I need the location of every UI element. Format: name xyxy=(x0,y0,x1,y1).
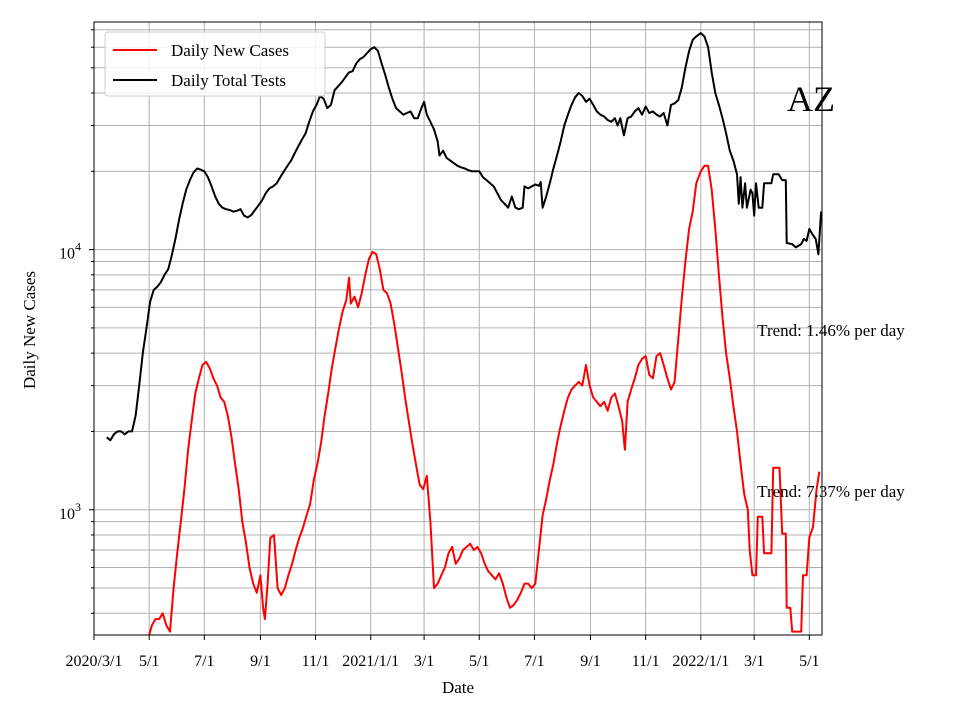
y-axis-label: Daily New Cases xyxy=(20,271,39,389)
x-tick-label: 5/1 xyxy=(139,653,159,670)
x-tick-label: 2022/1/1 xyxy=(672,653,729,670)
x-tick-label: 3/1 xyxy=(414,653,434,670)
x-tick-label: 2020/3/1 xyxy=(66,653,123,670)
legend-box xyxy=(104,31,326,97)
x-tick-label: 2021/1/1 xyxy=(342,653,399,670)
legend-label-daily-total-tests: Daily Total Tests xyxy=(171,71,286,90)
x-tick-label: 11/1 xyxy=(302,653,330,670)
annotations: Trend: 1.46% per day Trend: 7.37% per day xyxy=(757,321,905,501)
axes: 2020/3/1 5/1 7/1 9/1 11/1 2021/1/1 3/1 5/1 7/1 9/… xyxy=(59,29,820,670)
x-tick-label: 5/1 xyxy=(469,653,489,670)
grid xyxy=(93,22,822,635)
x-tick-label: 5/1 xyxy=(799,653,819,670)
series-line-daily-total-tests xyxy=(106,32,823,442)
x-tick-label: 9/1 xyxy=(580,653,600,670)
x-tick-label: 9/1 xyxy=(250,653,270,670)
trend-annotation: Trend: 7.37% per day xyxy=(757,482,905,501)
x-axis-label: Date xyxy=(442,678,474,697)
x-tick-label: 7/1 xyxy=(524,653,544,670)
series-line-daily-new-cases xyxy=(148,164,821,636)
plot-frame xyxy=(93,21,823,636)
legend: Daily New Cases Daily Total Tests xyxy=(104,31,326,97)
x-tick-label: 11/1 xyxy=(632,653,660,670)
x-tick-label: 3/1 xyxy=(744,653,764,670)
plot-area xyxy=(106,32,823,636)
trend-annotation: Trend: 1.46% per day xyxy=(757,321,905,340)
x-tick-label: 7/1 xyxy=(194,653,214,670)
y-tick-label: 103 xyxy=(59,500,81,523)
state-label: AZ xyxy=(787,79,835,119)
legend-label-daily-new-cases: Daily New Cases xyxy=(171,41,289,60)
y-tick-label: 104 xyxy=(59,240,81,263)
